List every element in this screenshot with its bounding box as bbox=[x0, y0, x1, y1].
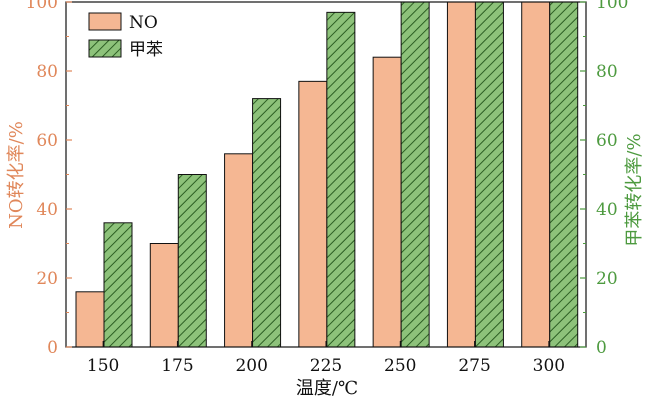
y-tick-label-left-80: 80 bbox=[36, 62, 58, 82]
x-tick-label-150: 150 bbox=[87, 356, 119, 376]
y-tick-label-right-0: 0 bbox=[596, 338, 607, 358]
legend-label-toluene: 甲苯 bbox=[129, 40, 163, 60]
y-tick-label-left-60: 60 bbox=[36, 131, 58, 151]
bar-no-175 bbox=[149, 243, 179, 348]
bar-no-300 bbox=[521, 1, 551, 348]
x-tick-label-175: 175 bbox=[161, 356, 193, 376]
legend-label-no: NO bbox=[129, 13, 158, 33]
bar-no-275 bbox=[446, 1, 476, 348]
bar-toluene-200 bbox=[252, 98, 282, 348]
bar-no-225 bbox=[298, 80, 328, 348]
legend-swatch-toluene bbox=[88, 39, 122, 58]
x-tick-label-275: 275 bbox=[458, 356, 490, 376]
bar-no-150 bbox=[75, 291, 105, 348]
bar-toluene-300 bbox=[549, 1, 579, 348]
y-tick-label-right-40: 40 bbox=[596, 200, 618, 220]
y-tick-label-left-100: 100 bbox=[26, 0, 58, 13]
y-tick-label-right-80: 80 bbox=[596, 62, 618, 82]
bar-toluene-175 bbox=[177, 174, 207, 348]
ticks-group: 150 175 200 225 250 275 300 0 0 20 20 40 40 60 60 80 80 1… bbox=[26, 0, 629, 376]
y-tick-label-left-40: 40 bbox=[36, 200, 58, 220]
bar-no-250 bbox=[372, 56, 402, 348]
bar-toluene-150 bbox=[103, 222, 133, 348]
bar-toluene-250 bbox=[400, 1, 430, 348]
y-tick-label-left-0: 0 bbox=[47, 338, 58, 358]
x-tick-label-200: 200 bbox=[235, 356, 267, 376]
bars-group bbox=[75, 1, 579, 348]
legend-swatch-no bbox=[88, 12, 122, 31]
bar-toluene-225 bbox=[326, 11, 356, 348]
bar-no-200 bbox=[224, 153, 254, 348]
y-tick-label-right-20: 20 bbox=[596, 269, 618, 289]
bar-toluene-275 bbox=[474, 1, 504, 348]
x-axis-label: 温度/℃ bbox=[296, 378, 358, 399]
x-tick-label-225: 225 bbox=[310, 356, 342, 376]
y-axis-label-left: NO转化率/% bbox=[6, 121, 27, 229]
y-tick-label-right-60: 60 bbox=[596, 131, 618, 151]
x-tick-label-300: 300 bbox=[533, 356, 565, 376]
y-tick-label-left-20: 20 bbox=[36, 269, 58, 289]
y-axis-label-right: 甲苯转化率/% bbox=[624, 133, 645, 246]
x-tick-label-250: 250 bbox=[384, 356, 416, 376]
y-tick-label-right-100: 100 bbox=[596, 0, 628, 13]
legend: NO 甲苯 bbox=[88, 12, 163, 60]
